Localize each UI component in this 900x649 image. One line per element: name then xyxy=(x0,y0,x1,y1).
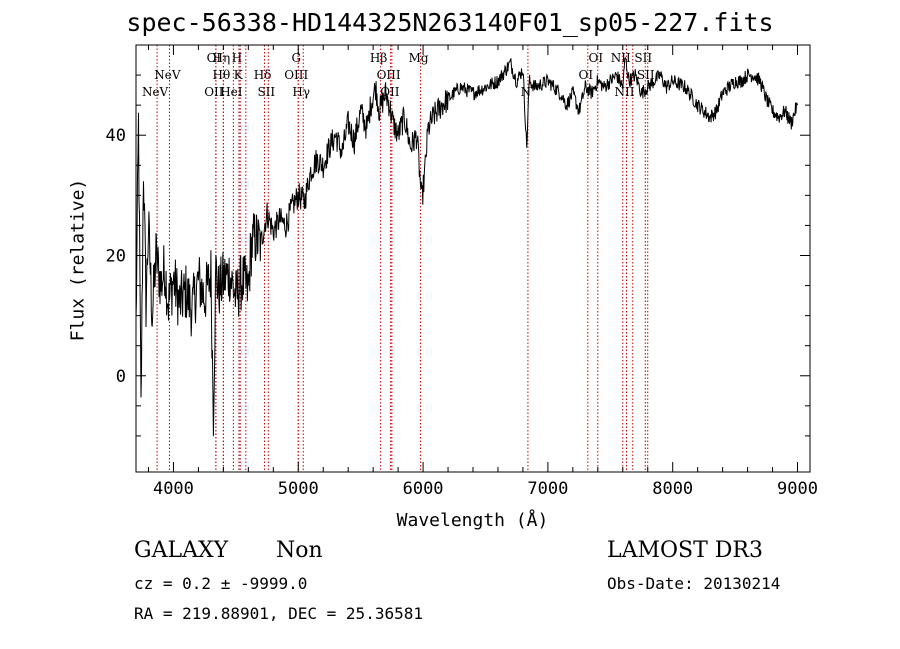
line-label: OIII xyxy=(377,68,401,82)
y-tick-label: 20 xyxy=(106,246,126,266)
line-label: K xyxy=(234,68,244,82)
line-label: HeI xyxy=(220,85,243,99)
line-label: Mg xyxy=(409,51,429,65)
emission-line-labels: NeV NeV OI OII Hη Hθ HeI HK Hδ SII G OIII Hγ Hβ OIII OI… xyxy=(142,51,655,99)
x-tick-label: 5000 xyxy=(278,479,319,499)
object-subclass: Non xyxy=(276,538,323,563)
line-label: NeV xyxy=(154,68,181,82)
line-label: Hγ xyxy=(292,85,310,99)
line-label: G xyxy=(291,51,301,65)
chart-title: spec-56338-HD144325N263140F01_sp05-227.f… xyxy=(126,8,774,37)
x-tick-label: 8000 xyxy=(652,479,693,499)
line-label: NII xyxy=(611,51,631,65)
line-label: H xyxy=(232,51,242,65)
x-tick-label: 6000 xyxy=(403,479,444,499)
line-label: SII xyxy=(637,68,655,82)
line-label: NII xyxy=(615,85,635,99)
line-label: OI xyxy=(579,68,594,82)
spectrum-line xyxy=(135,56,798,437)
object-class: GALAXY xyxy=(134,538,229,563)
line-label: Hβ xyxy=(370,51,387,65)
line-label: SII xyxy=(634,51,652,65)
line-label: NeV xyxy=(142,85,169,99)
line-label: N xyxy=(521,85,532,99)
y-tick-label: 0 xyxy=(116,367,126,387)
redshift-text: cz = 0.2 ± -9999.0 xyxy=(134,574,308,593)
line-label: OI xyxy=(207,51,222,65)
x-axis-label: Wavelength (Å) xyxy=(396,510,549,531)
x-tick-label: 9000 xyxy=(777,479,818,499)
plot-frame xyxy=(135,44,811,473)
x-tick-label: 7000 xyxy=(527,479,568,499)
plot-axes: 4000 5000 6000 7000 8000 9000 0 20 40 xyxy=(106,44,818,499)
line-label: SII xyxy=(257,85,275,99)
emission-line-markers xyxy=(156,45,649,472)
y-axis-label: Flux (relative) xyxy=(67,178,89,342)
y-tick-label: 40 xyxy=(106,126,126,146)
line-label: OII xyxy=(204,85,224,99)
line-label: OI xyxy=(589,51,604,65)
line-label: Hδ xyxy=(254,68,272,82)
line-label: Hη xyxy=(213,51,231,65)
line-label: Hθ xyxy=(213,68,231,82)
line-label: OIII xyxy=(284,68,308,82)
observation-date: Obs-Date: 20130214 xyxy=(607,574,781,593)
spectrum-series xyxy=(135,56,798,437)
survey-label: LAMOST DR3 xyxy=(607,538,763,563)
x-tick-label: 4000 xyxy=(153,479,194,499)
coordinates-text: RA = 219.88901, DEC = 25.36581 xyxy=(134,604,423,623)
line-label: OII xyxy=(380,85,400,99)
